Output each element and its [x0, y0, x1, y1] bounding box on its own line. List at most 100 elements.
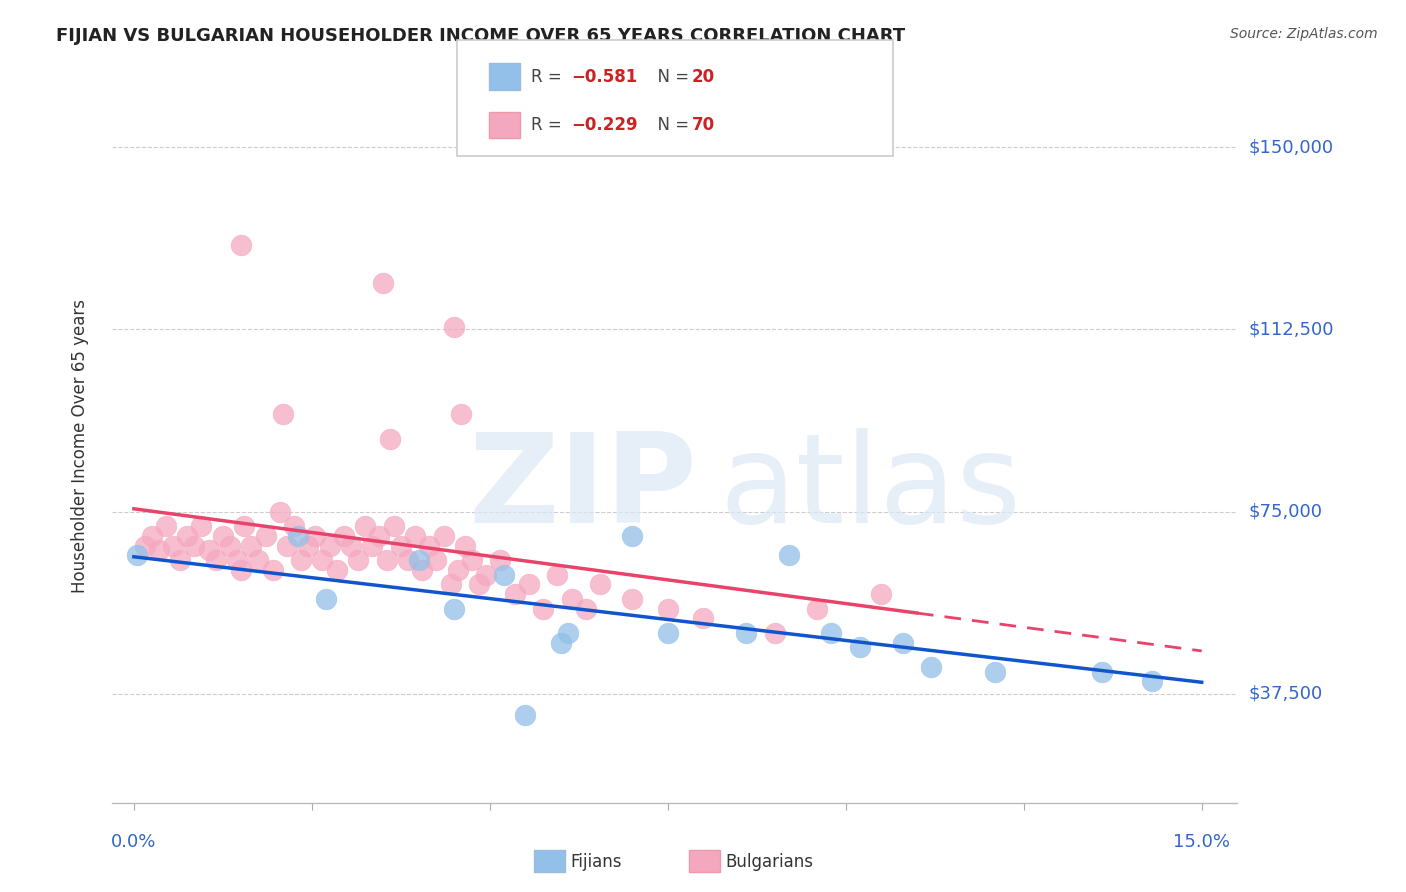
Point: [489, 553, 512, 567]
Text: FIJIAN VS BULGARIAN HOUSEHOLDER INCOME OVER 65 YEARS CORRELATION CHART: FIJIAN VS BULGARIAN HOUSEHOLDER INCOME O…: [56, 27, 905, 45]
Point: [176, 529, 198, 543]
Point: [692, 611, 714, 625]
Point: [621, 529, 644, 543]
Point: [134, 539, 156, 553]
Text: atlas: atlas: [720, 428, 1022, 549]
Point: [240, 539, 263, 553]
Point: [1091, 665, 1114, 679]
Text: 70: 70: [692, 116, 714, 134]
Point: [531, 601, 554, 615]
Point: [127, 548, 149, 562]
Point: [262, 563, 284, 577]
Point: [984, 665, 1007, 679]
Text: −0.229: −0.229: [571, 116, 637, 134]
Point: [297, 539, 319, 553]
Point: [318, 539, 340, 553]
Point: [450, 408, 472, 422]
Text: 20: 20: [692, 68, 714, 86]
Text: $37,500: $37,500: [1249, 684, 1323, 703]
Point: [361, 539, 384, 553]
Point: [183, 539, 205, 553]
Point: [155, 519, 177, 533]
Point: [204, 553, 226, 567]
Point: [778, 548, 800, 562]
Point: [304, 529, 326, 543]
Point: [408, 553, 430, 567]
Point: [141, 529, 163, 543]
Point: [425, 553, 447, 567]
Point: [492, 567, 515, 582]
Point: [561, 591, 583, 606]
Text: R =: R =: [531, 116, 568, 134]
Point: [468, 577, 491, 591]
Point: [443, 601, 465, 615]
Point: [269, 504, 291, 518]
Point: [546, 567, 568, 582]
Point: [396, 553, 419, 567]
Point: [475, 567, 498, 582]
Point: [657, 601, 679, 615]
Point: [557, 626, 579, 640]
Point: [371, 277, 394, 291]
Point: [169, 553, 191, 567]
Point: [891, 635, 914, 649]
Point: [575, 601, 598, 615]
Point: [515, 708, 537, 723]
Point: [517, 577, 540, 591]
Point: [368, 529, 391, 543]
Text: $75,000: $75,000: [1249, 502, 1323, 521]
Point: [290, 553, 312, 567]
Point: [375, 553, 398, 567]
Point: [382, 519, 405, 533]
Point: [347, 553, 370, 567]
Point: [763, 626, 786, 640]
Point: [325, 563, 347, 577]
Text: $112,500: $112,500: [1249, 320, 1334, 338]
Point: [550, 635, 572, 649]
Point: [229, 237, 252, 252]
Point: [503, 587, 526, 601]
Point: [287, 529, 309, 543]
Text: $150,000: $150,000: [1249, 138, 1333, 156]
Point: [432, 529, 454, 543]
Y-axis label: Householder Income Over 65 years: Householder Income Over 65 years: [70, 299, 89, 593]
Text: −0.581: −0.581: [571, 68, 637, 86]
Point: [315, 591, 337, 606]
Text: R =: R =: [531, 68, 568, 86]
Point: [333, 529, 356, 543]
Point: [447, 563, 470, 577]
Point: [389, 539, 412, 553]
Point: [657, 626, 679, 640]
Point: [461, 553, 484, 567]
Point: [621, 591, 644, 606]
Point: [806, 601, 828, 615]
Text: Bulgarians: Bulgarians: [725, 853, 814, 871]
Point: [1140, 674, 1163, 689]
Point: [735, 626, 758, 640]
Point: [197, 543, 219, 558]
Point: [311, 553, 333, 567]
Point: [283, 519, 305, 533]
Text: N =: N =: [647, 68, 695, 86]
Point: [418, 539, 440, 553]
Text: Fijians: Fijians: [571, 853, 623, 871]
Point: [148, 543, 170, 558]
Point: [849, 640, 872, 655]
Text: 15.0%: 15.0%: [1173, 833, 1230, 851]
Point: [162, 539, 184, 553]
Point: [229, 563, 252, 577]
Text: N =: N =: [647, 116, 695, 134]
Point: [443, 320, 465, 334]
Point: [404, 529, 426, 543]
Point: [340, 539, 363, 553]
Point: [190, 519, 212, 533]
Text: 0.0%: 0.0%: [111, 833, 156, 851]
Point: [820, 626, 842, 640]
Point: [211, 529, 233, 543]
Point: [273, 408, 295, 422]
Point: [254, 529, 277, 543]
Point: [354, 519, 377, 533]
Text: ZIP: ZIP: [468, 428, 697, 549]
Point: [454, 539, 477, 553]
Point: [440, 577, 463, 591]
